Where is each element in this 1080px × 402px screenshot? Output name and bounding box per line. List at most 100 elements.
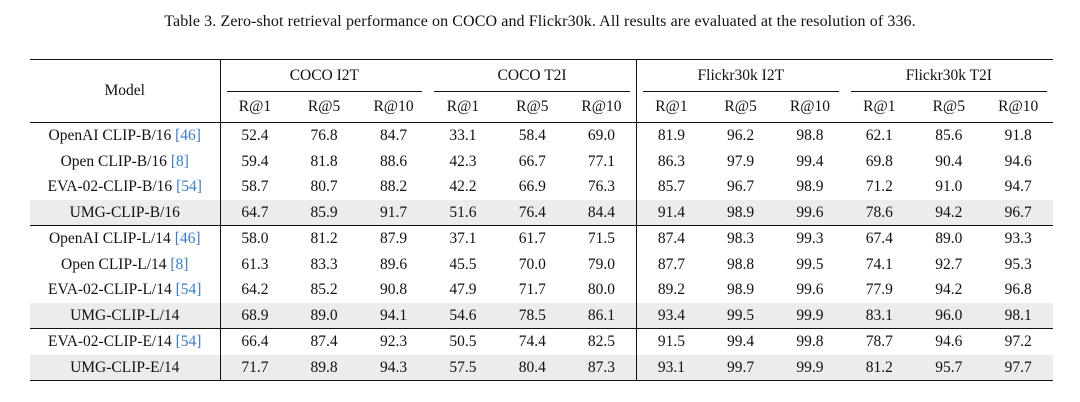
metric-value: 81.2 (289, 225, 359, 252)
metric-value: 62.1 (844, 122, 915, 149)
metric-value: 91.8 (983, 122, 1053, 149)
model-name: UMG-CLIP-E/14 (70, 358, 180, 376)
citation-link[interactable]: [54] (176, 178, 202, 195)
metric-value: 98.9 (705, 199, 776, 226)
model-name-cell: UMG-CLIP-E/14 (30, 354, 220, 381)
metric-value: 71.7 (219, 354, 290, 381)
model-name-cell: UMG-CLIP-L/14 (30, 302, 220, 329)
metric-value: 92.7 (935, 255, 963, 273)
metric-value: 91.0 (935, 178, 963, 195)
metric-value: 94.1 (358, 302, 429, 329)
metric-value: 83.1 (844, 302, 915, 329)
metric-value: 51.6 (428, 199, 498, 226)
metric-value: 88.2 (379, 178, 408, 195)
metric-value: 97.2 (983, 328, 1053, 355)
metric-value: 99.9 (775, 302, 845, 329)
metric-value: 99.6 (775, 199, 845, 226)
metric-value: 87.3 (567, 354, 637, 381)
header-metric: R@5 (932, 98, 965, 115)
metric-value: 69.8 (865, 152, 893, 170)
metric-value: 87.9 (358, 225, 429, 252)
metric-value: 87.7 (635, 251, 706, 277)
citation-link[interactable]: [8] (170, 152, 189, 170)
metric-value: 52.4 (219, 122, 290, 149)
metric-value: 98.8 (775, 122, 845, 149)
model-name-cell: Open CLIP-L/14 [8] (30, 252, 220, 278)
metric-value: 77.1 (587, 152, 616, 170)
table-body: OpenAI CLIP-B/16 [46] 52.4 76.8 84.7 33.1 58.… (30, 122, 1053, 381)
metric-value: 95.7 (914, 354, 984, 381)
metric-value: 99.9 (775, 354, 845, 381)
header-group-coco-i2t: COCO I2T (219, 59, 429, 92)
metric-value: 66.7 (518, 152, 546, 170)
metric-value: 59.4 (219, 148, 290, 174)
metric-value: 86.1 (567, 302, 637, 329)
model-name-cell: EVA-02-CLIP-L/14 [54] (30, 277, 220, 303)
metric-value: 95.3 (1004, 255, 1032, 273)
metric-value: 76.3 (587, 178, 616, 195)
model-name-cell: UMG-CLIP-B/16 (30, 199, 220, 226)
metric-value: 69.0 (567, 122, 637, 149)
metric-value: 85.6 (914, 122, 984, 149)
metric-value: 89.8 (289, 354, 359, 381)
table-row: OpenAI CLIP-B/16 [46] 52.4 76.8 84.7 33.1 58.… (30, 122, 1053, 149)
metric-value: 80.7 (310, 178, 338, 195)
metric-value: 99.4 (796, 152, 824, 170)
model-name-cell: Open CLIP-B/16 [8] (30, 149, 220, 175)
metric-value: 92.3 (358, 328, 429, 355)
metric-value: 70.0 (518, 255, 546, 273)
metric-value: 76.4 (497, 199, 568, 226)
citation-link[interactable]: [46] (174, 230, 201, 247)
metric-value: 97.7 (983, 354, 1053, 381)
table-caption: Table 3. Zero-shot retrieval performance… (164, 13, 916, 30)
model-name-cell: EVA-02-CLIP-E/14 [54] (30, 328, 220, 355)
metric-value: 90.4 (935, 152, 963, 170)
metric-value: 91.4 (635, 199, 706, 226)
results-table: Model COCO I2T COCO T2I Flickr30k I2T Fl… (30, 59, 1053, 381)
metric-value: 94.6 (914, 328, 984, 355)
metric-value: 74.4 (497, 328, 568, 355)
metric-value: 96.0 (914, 302, 984, 329)
metric-value: 64.7 (219, 199, 290, 226)
model-name: OpenAI CLIP-L/14 (48, 230, 175, 247)
metric-value: 71.5 (567, 225, 637, 252)
header-metric: R@1 (446, 98, 480, 115)
table-row: EVA-02-CLIP-E/14 [54] 66.4 87.4 92.3 50.5 74.… (30, 328, 1053, 355)
metric-value: 99.8 (775, 328, 845, 355)
metric-value: 99.7 (705, 354, 776, 381)
metric-value: 98.9 (796, 178, 824, 195)
citation-link[interactable]: [54] (175, 333, 202, 350)
metric-value: 85.2 (310, 281, 338, 298)
metric-value: 91.5 (635, 328, 706, 355)
table-row: UMG-CLIP-L/14 68.9 89.0 94.1 54.6 78.5 86.1 93.… (30, 302, 1053, 329)
metric-value: 84.4 (567, 199, 637, 226)
metric-value: 64.2 (219, 277, 290, 303)
metric-value: 87.4 (289, 328, 359, 355)
header-metric: R@5 (516, 98, 549, 115)
metric-value: 78.7 (844, 328, 915, 355)
citation-link[interactable]: [8] (170, 255, 189, 273)
metric-value: 94.6 (1004, 152, 1032, 170)
metric-value: 81.2 (844, 354, 915, 381)
citation-link[interactable]: [46] (175, 127, 201, 144)
metric-value: 88.6 (379, 152, 408, 170)
header-model: Model (30, 59, 220, 123)
metric-value: 99.5 (705, 302, 776, 329)
metric-value: 81.8 (310, 152, 338, 170)
metric-value: 85.9 (289, 199, 359, 226)
metric-value: 81.9 (635, 122, 706, 149)
metric-value: 78.6 (844, 199, 915, 226)
metric-value: 54.6 (428, 302, 498, 329)
metric-value: 98.8 (726, 255, 755, 273)
metric-value: 57.5 (428, 354, 498, 381)
metric-value: 71.7 (518, 281, 546, 298)
metric-value: 85.7 (635, 174, 706, 200)
table-row: EVA-02-CLIP-B/16 [54] 58.7 80.7 88.2 42.2 66.… (30, 174, 1053, 200)
metric-value: 93.1 (635, 354, 706, 381)
header-metric: R@10 (789, 98, 831, 115)
metric-value: 47.9 (449, 281, 477, 298)
citation-link[interactable]: [54] (175, 281, 202, 298)
metric-value: 91.7 (358, 199, 429, 226)
metric-value: 66.4 (219, 328, 290, 355)
model-name-cell: OpenAI CLIP-B/16 [46] (30, 122, 220, 149)
